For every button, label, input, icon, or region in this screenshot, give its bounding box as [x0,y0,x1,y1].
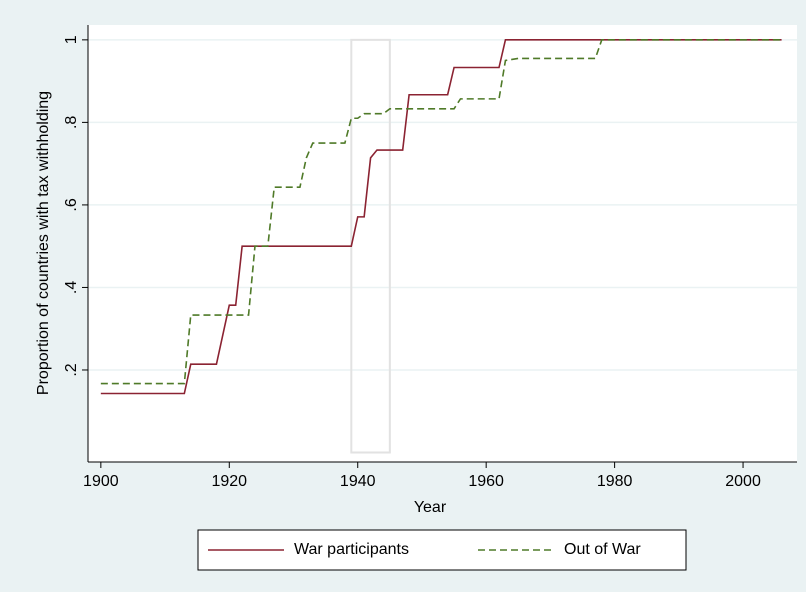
y-tick-label: .4 [63,281,80,294]
plot-area [88,25,797,462]
x-tick-label: 1900 [83,473,119,490]
x-axis-title: Year [414,499,447,516]
x-tick-label: 1920 [211,473,247,490]
legend-label: War participants [294,541,409,558]
series-line [100,39,782,385]
x-tick-label: 2000 [725,473,761,490]
y-axis-title: Proportion of countries with tax withhol… [35,91,52,395]
y-tick-label: .8 [63,116,80,129]
x-tick-label: 1980 [597,473,633,490]
y-tick-label: 1 [63,35,80,44]
y-tick-label: .2 [63,363,80,376]
x-tick-label: 1960 [468,473,504,490]
y-tick-label: .6 [63,198,80,211]
series-line [100,39,782,395]
x-tick-label: 1940 [340,473,376,490]
legend-label: Out of War [564,541,641,558]
